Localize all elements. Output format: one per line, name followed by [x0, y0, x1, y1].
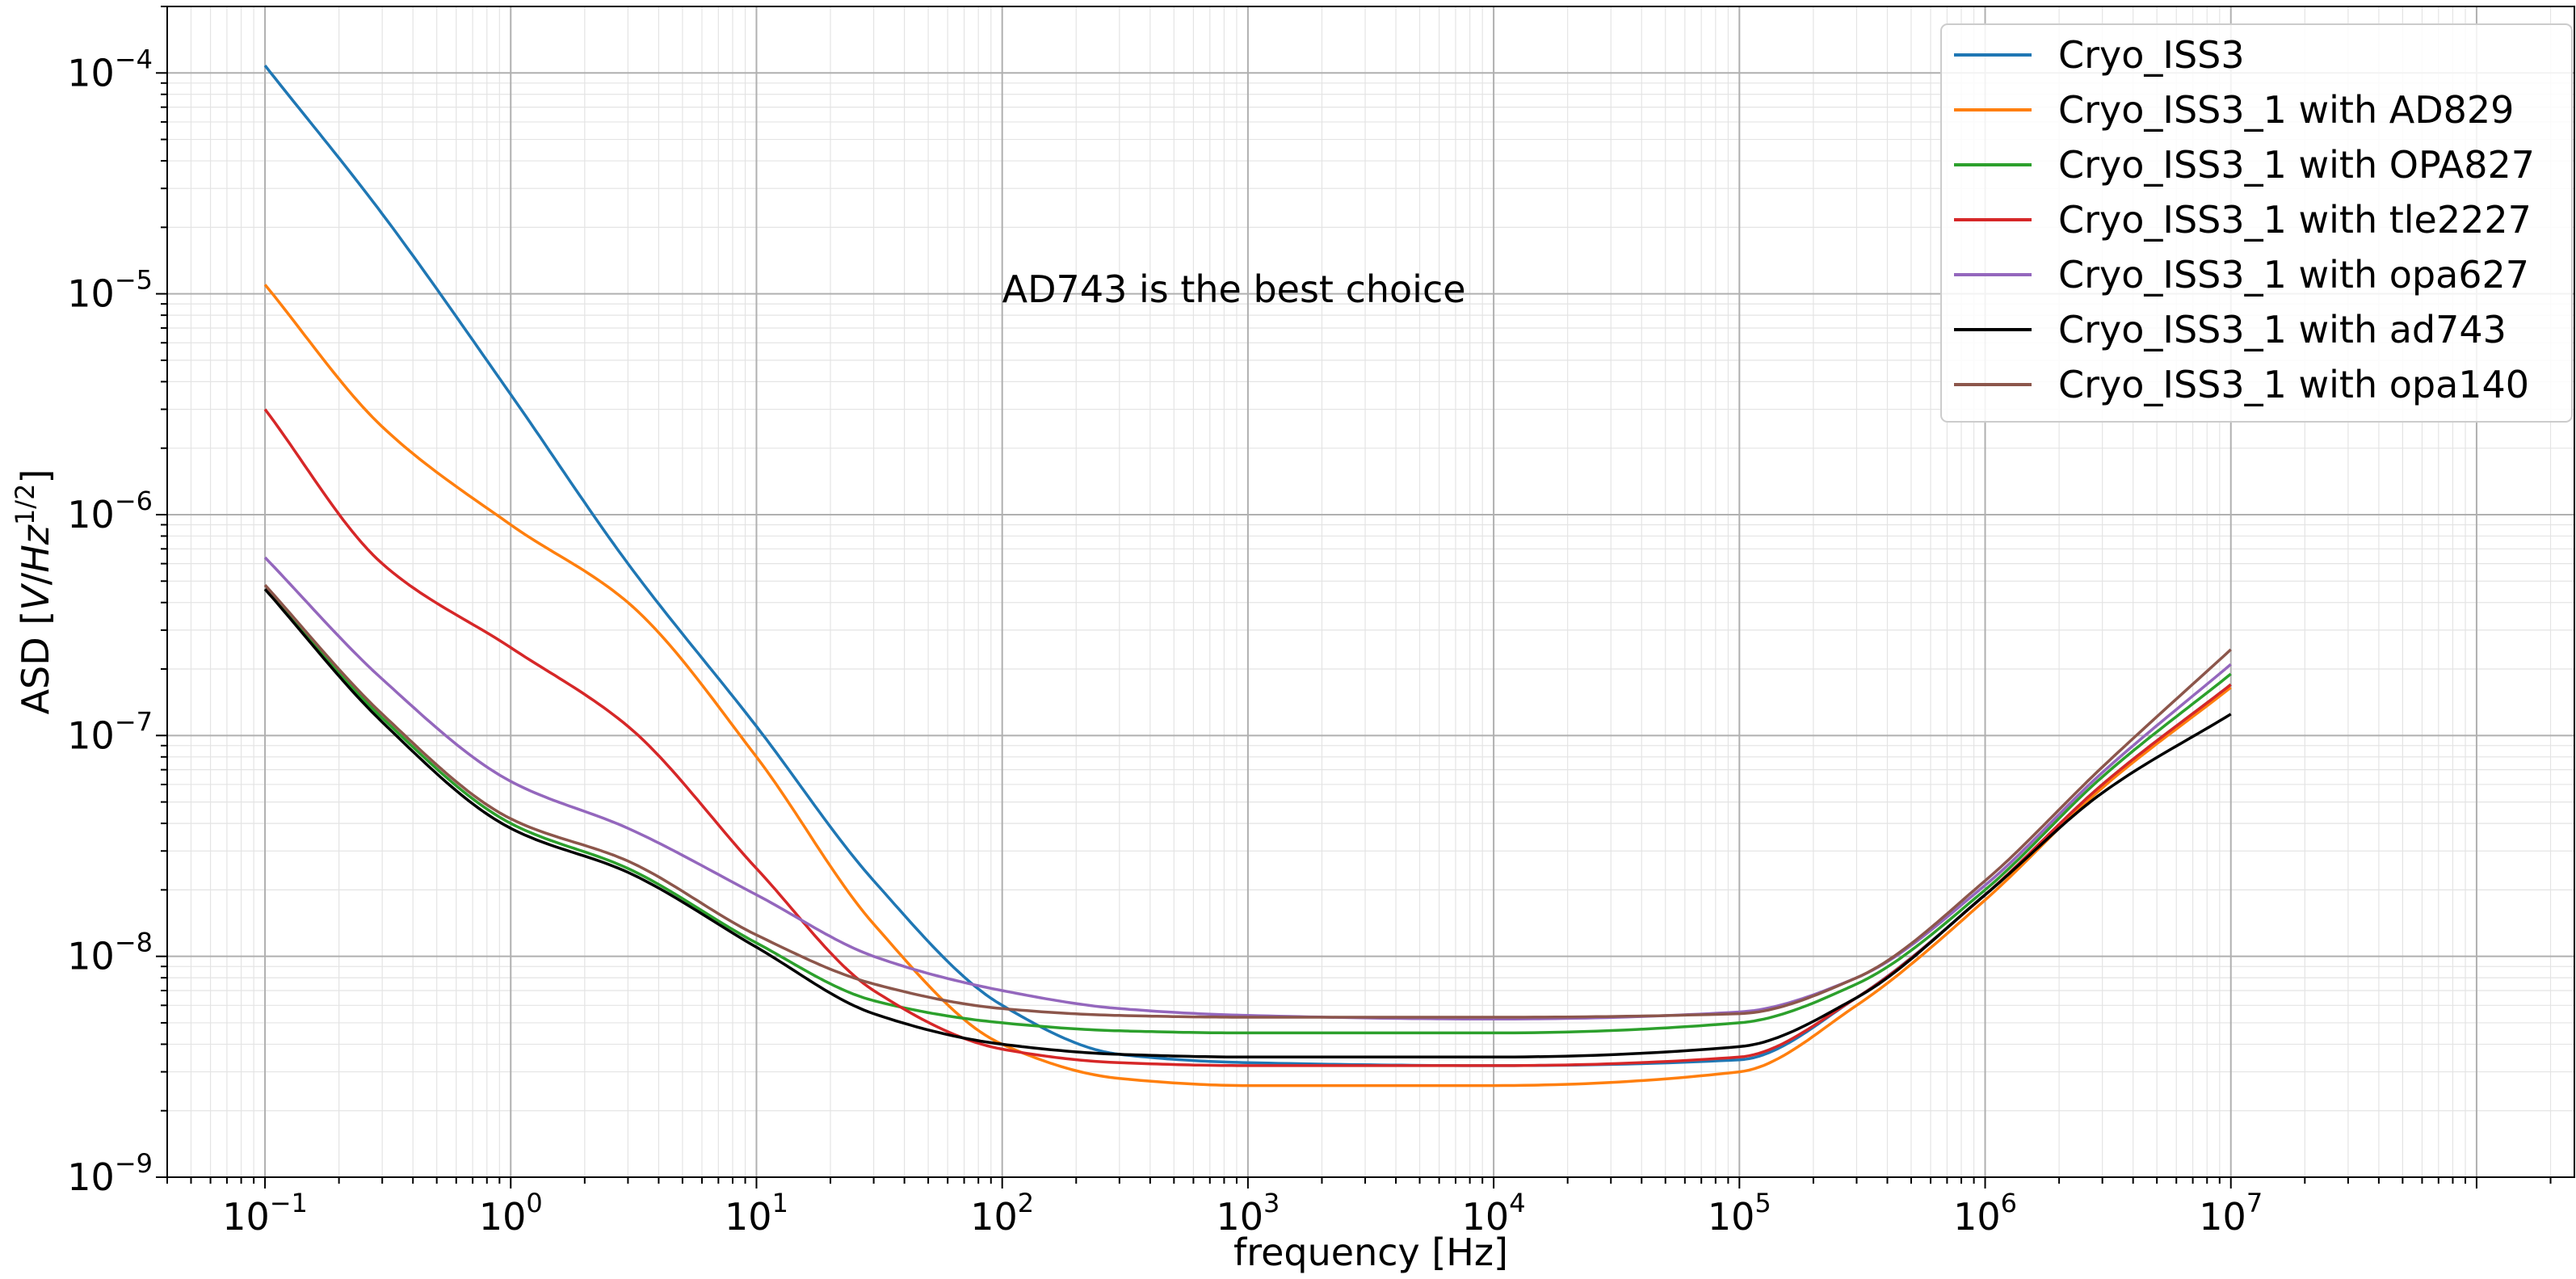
x-axis-ticks: 10−1 100 101 102 103 104 105 106 107 [166, 1177, 2552, 1239]
legend-label: Cryo_ISS3_1 with opa627 [2058, 253, 2529, 297]
tick-mantissa: 10 [67, 935, 115, 978]
y-tick-label: 10−5 [67, 265, 153, 316]
tick-mantissa: 10 [1953, 1195, 2001, 1239]
tick-exponent: 0 [526, 1188, 542, 1218]
tick-exponent: 3 [1263, 1188, 1280, 1218]
legend-box [1940, 23, 2573, 423]
y-title-exponent: 1/2 [10, 484, 40, 526]
tick-mantissa: 10 [1708, 1195, 1755, 1239]
legend-label: Cryo_ISS3_1 with ad743 [2058, 308, 2507, 351]
y-tick-label: 10−4 [67, 44, 153, 95]
tick-exponent: −8 [115, 928, 153, 958]
x-tick-label: 106 [1953, 1188, 2017, 1239]
x-tick-label: 101 [725, 1188, 788, 1239]
series-line-7 [263, 583, 2232, 1019]
chart-annotation: AD743 is the best choice [1002, 267, 1466, 311]
tick-mantissa: 10 [2199, 1195, 2246, 1239]
y-title-slash: / [14, 572, 57, 585]
y-tick-label: 10−8 [67, 928, 153, 978]
plot-frame [166, 6, 2575, 1178]
x-tick-label: 10−1 [222, 1188, 308, 1239]
tick-exponent: −5 [115, 265, 153, 296]
legend-label: Cryo_ISS3_1 with OPA827 [2058, 143, 2535, 187]
tick-mantissa: 10 [970, 1195, 1018, 1239]
tick-mantissa: 10 [1462, 1195, 1510, 1239]
x-tick-label: 104 [1462, 1188, 1526, 1239]
tick-exponent: 2 [1018, 1188, 1034, 1218]
legend-label: Cryo_ISS3_1 with AD829 [2058, 88, 2514, 132]
y-tick-label: 10−6 [67, 486, 153, 536]
tick-mantissa: 10 [1216, 1195, 1263, 1239]
legend-label: Cryo_ISS3 [2058, 33, 2245, 77]
tick-exponent: 7 [2246, 1188, 2263, 1218]
y-tick-label: 10−7 [67, 706, 153, 757]
x-tick-label: 105 [1708, 1188, 1771, 1239]
x-tick-label: 103 [1216, 1188, 1280, 1239]
legend-label: Cryo_ISS3_1 with tle2227 [2058, 198, 2532, 242]
series-line-3 [263, 588, 2232, 1035]
legend: Cryo_ISS3 Cryo_ISS3_1 with AD829 Cryo_ISS3… [1940, 23, 2573, 423]
x-tick-label: 100 [479, 1188, 543, 1239]
x-tick-label: 107 [2199, 1188, 2263, 1239]
series-line-6 [263, 588, 2232, 1059]
tick-mantissa: 10 [67, 272, 115, 316]
tick-exponent: 1 [772, 1188, 788, 1218]
y-axis-title: ASD [V/Hz1/2] [10, 469, 57, 715]
y-title-hz: Hz [14, 524, 57, 573]
tick-mantissa: 10 [479, 1195, 527, 1239]
tick-exponent: 4 [1509, 1188, 1525, 1218]
series-line-5 [263, 556, 2232, 1021]
y-title-prefix: ASD [ [14, 611, 57, 715]
tick-exponent: −6 [115, 486, 153, 516]
tick-exponent: 6 [2001, 1188, 2017, 1218]
tick-mantissa: 10 [222, 1195, 270, 1239]
tick-exponent: −1 [270, 1188, 308, 1218]
tick-mantissa: 10 [725, 1195, 772, 1239]
tick-mantissa: 10 [67, 493, 115, 536]
series-lines [263, 65, 2232, 1088]
tick-mantissa: 10 [67, 713, 115, 757]
y-title-suffix: ] [14, 469, 57, 484]
tick-mantissa: 10 [67, 1155, 115, 1199]
tick-mantissa: 10 [67, 51, 115, 95]
minor-grid [166, 6, 2574, 1177]
x-axis-title: frequency [Hz] [1233, 1231, 1508, 1274]
tick-exponent: −7 [115, 706, 153, 737]
tick-exponent: −9 [115, 1148, 153, 1179]
y-tick-label: 10−9 [67, 1148, 153, 1199]
tick-exponent: 5 [1754, 1188, 1771, 1218]
x-tick-label: 102 [970, 1188, 1034, 1239]
series-line-2 [263, 284, 2232, 1088]
y-axis-ticks: 10−910−810−710−610−510−4 [67, 6, 167, 1199]
y-title-v: V [14, 583, 57, 611]
legend-label: Cryo_ISS3_1 with opa140 [2058, 363, 2529, 406]
tick-exponent: −4 [115, 44, 153, 74]
